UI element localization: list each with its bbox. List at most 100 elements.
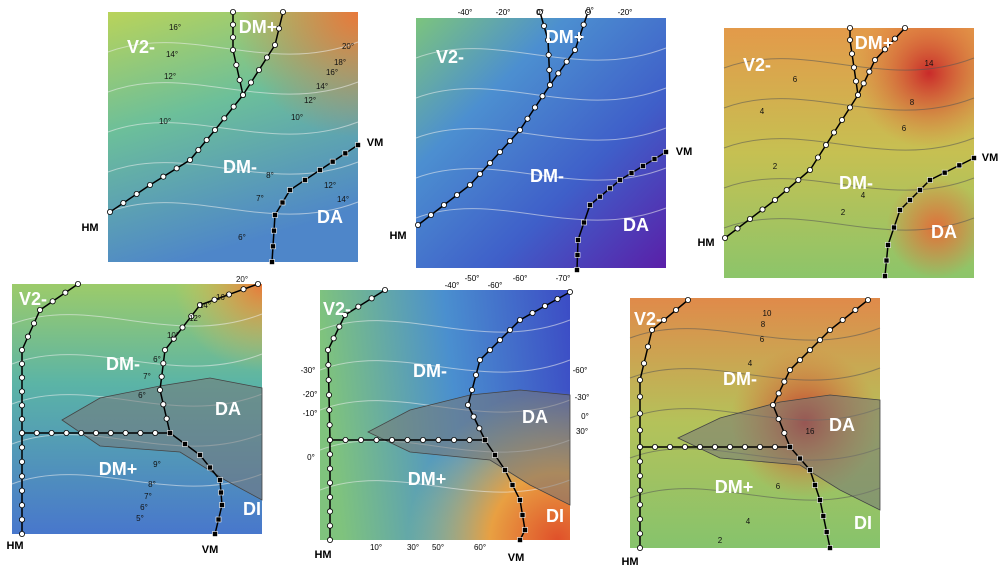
- contour: [107, 81, 359, 95]
- border-dot: [152, 429, 159, 436]
- border-square: [827, 545, 833, 551]
- tick-label: 0°: [536, 8, 544, 17]
- area-label: V2-: [19, 289, 47, 309]
- border-dot: [33, 429, 40, 436]
- area-label: DI: [243, 499, 261, 519]
- border-square: [207, 464, 213, 471]
- border-dot: [325, 391, 332, 398]
- border-dot: [547, 82, 554, 89]
- border-dot: [18, 458, 25, 465]
- border-square: [797, 455, 803, 462]
- border-dot: [645, 343, 652, 350]
- border-dot: [161, 346, 168, 353]
- tick-label: 0°: [586, 6, 594, 15]
- border-dot: [496, 148, 503, 155]
- contour: [415, 87, 667, 101]
- contour-label: 10°: [167, 331, 179, 340]
- border-dot: [470, 413, 477, 420]
- border-square: [941, 169, 948, 176]
- border-dot: [236, 77, 243, 84]
- area-label: DM-: [106, 354, 140, 374]
- border-dot: [137, 429, 144, 436]
- border-dot: [368, 295, 375, 302]
- tick-label: 30°: [407, 543, 419, 552]
- border-dot: [576, 34, 583, 41]
- area-label: DI: [546, 506, 564, 526]
- border-dot: [637, 393, 644, 400]
- border-dot: [476, 425, 483, 432]
- border-dot: [160, 401, 167, 408]
- border-square: [317, 167, 323, 173]
- border-dot: [18, 516, 25, 523]
- border-dot: [542, 302, 549, 309]
- border-dot: [357, 436, 364, 443]
- border-dot: [160, 173, 167, 180]
- border-dot: [637, 410, 644, 417]
- meridian-label: VM: [676, 146, 693, 158]
- border-square: [820, 513, 827, 519]
- contour: [415, 207, 667, 221]
- contour-label: 6: [902, 124, 907, 133]
- border-dot: [229, 47, 236, 54]
- contour-label: 6°: [140, 503, 148, 512]
- border-dot: [563, 58, 570, 65]
- border-dot: [221, 115, 228, 122]
- border-dot: [637, 545, 644, 552]
- da-overlay: [367, 389, 571, 506]
- border-square: [212, 531, 218, 537]
- tick-label: 60°: [474, 543, 486, 552]
- contour: [415, 167, 667, 181]
- contour-label: 6°: [138, 391, 146, 400]
- meridian-label: VM: [982, 152, 999, 164]
- border-dot: [652, 443, 659, 450]
- border-dot: [827, 326, 834, 333]
- border-square: [519, 512, 526, 518]
- border-dot: [18, 444, 25, 451]
- border-dot: [163, 415, 170, 422]
- border-dot: [49, 298, 56, 305]
- border-square: [329, 158, 336, 165]
- border-dot: [476, 170, 483, 177]
- border-dot: [326, 406, 333, 413]
- border-dot: [882, 46, 889, 53]
- border-dot: [567, 288, 574, 295]
- meridian-label: HM: [389, 230, 406, 242]
- border-dot: [697, 443, 704, 450]
- border-dot: [849, 50, 856, 57]
- contour-label: 5°: [136, 514, 144, 523]
- border-dot: [839, 316, 846, 323]
- border-dot: [852, 306, 859, 313]
- contour: [723, 57, 975, 71]
- contour-label: 7°: [144, 492, 152, 501]
- contour-label: 14°: [199, 301, 211, 310]
- contour-label: 14: [925, 59, 934, 68]
- border-dot: [170, 335, 177, 342]
- border-dot: [860, 80, 867, 87]
- border-dot: [326, 479, 333, 486]
- contour: [319, 319, 571, 333]
- contour-label: 2: [773, 162, 778, 171]
- border-dot: [203, 136, 210, 143]
- area-label: DM-: [223, 157, 257, 177]
- contour-label: 10°: [159, 117, 171, 126]
- border-dot: [107, 429, 114, 436]
- border-square: [517, 537, 523, 543]
- border-dot: [661, 316, 668, 323]
- contour-label: 4: [760, 107, 765, 116]
- border-square: [522, 527, 528, 533]
- border-square: [509, 482, 516, 488]
- border-square: [891, 224, 897, 231]
- border-dot: [326, 522, 333, 529]
- border-dot: [853, 78, 860, 85]
- tick-label: -50°: [465, 274, 480, 283]
- border-dot: [486, 159, 493, 166]
- border-dot: [179, 324, 186, 331]
- map-panel: V2- DM- DA DM+ DI HM 10 8 6 4 16 6 4 2: [621, 296, 881, 568]
- area-label: DA: [317, 207, 343, 227]
- contour: [107, 201, 359, 215]
- border-dot: [18, 429, 25, 436]
- border-dot: [902, 24, 909, 31]
- border-dot: [807, 166, 814, 173]
- contour: [629, 487, 881, 501]
- border-square: [272, 212, 278, 218]
